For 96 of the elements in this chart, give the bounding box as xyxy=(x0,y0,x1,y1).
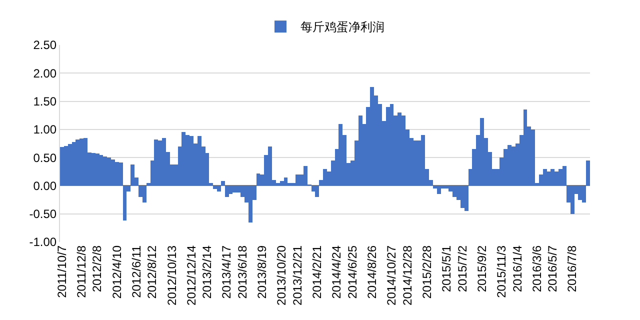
bar xyxy=(60,146,64,186)
bar xyxy=(268,146,272,186)
bar xyxy=(142,186,146,203)
bar xyxy=(103,156,108,186)
bar xyxy=(358,115,362,186)
x-tick-label: 2014/8/26 xyxy=(365,245,380,299)
bar xyxy=(130,164,135,186)
bar xyxy=(413,140,418,186)
bar xyxy=(586,160,590,186)
y-tick-label: 0.00 xyxy=(33,178,57,193)
bar xyxy=(504,149,508,186)
bar xyxy=(114,162,119,186)
bar xyxy=(370,87,374,186)
bar xyxy=(578,186,582,200)
bar xyxy=(531,129,536,186)
bar xyxy=(436,186,441,194)
bar xyxy=(280,181,284,186)
bar xyxy=(276,182,280,186)
x-tick-label: 2014/6/25 xyxy=(345,245,360,299)
x-tick-label: 2012/10/13 xyxy=(164,245,179,306)
bar xyxy=(562,166,566,186)
bar xyxy=(220,181,225,186)
bar xyxy=(158,140,162,186)
bar xyxy=(338,124,343,186)
bar xyxy=(444,186,449,189)
x-tick-label: 2012/8/12 xyxy=(145,245,160,299)
bar xyxy=(464,186,468,212)
bar xyxy=(542,168,547,186)
bar xyxy=(398,112,402,186)
x-tick-label: 2013/6/18 xyxy=(235,245,250,299)
x-tick-label: 2016/7/8 xyxy=(565,245,580,292)
x-tick-label: 2014/12/28 xyxy=(400,245,414,306)
y-tick-label: 1.00 xyxy=(33,122,57,137)
x-tick-label: 2012/6/11 xyxy=(129,245,144,298)
y-tick-label: 2.50 xyxy=(33,38,57,52)
bar xyxy=(511,146,516,186)
bar xyxy=(217,186,221,192)
bar xyxy=(213,186,218,190)
y-tick-label: -1.00 xyxy=(29,235,57,250)
bar xyxy=(323,168,327,186)
y-tick-label: 0.50 xyxy=(33,150,57,165)
bar xyxy=(460,186,464,208)
x-tick-label: 2013/4/17 xyxy=(220,245,234,299)
x-tick-label: 2012/12/14 xyxy=(184,245,198,306)
bar xyxy=(68,144,72,186)
bar xyxy=(582,186,586,203)
bar xyxy=(558,168,563,186)
bar xyxy=(182,132,186,186)
bar xyxy=(296,174,300,186)
bar xyxy=(84,138,88,186)
bar xyxy=(452,186,457,197)
bar xyxy=(386,106,390,186)
x-tick-label: 2015/11/3 xyxy=(494,245,509,298)
x-tick-label: 2013/10/20 xyxy=(274,245,289,306)
y-tick-label: 1.50 xyxy=(33,94,57,108)
bar xyxy=(224,186,229,197)
x-tick-label: 2015/7/2 xyxy=(455,245,470,292)
x-tick-label: 2013/8/19 xyxy=(255,245,270,299)
bar xyxy=(64,146,68,186)
y-tick-label: -0.50 xyxy=(29,207,57,222)
y-tick-label: 2.00 xyxy=(33,66,57,80)
bar xyxy=(186,135,190,186)
x-tick-label: 2016/3/6 xyxy=(530,245,544,292)
bar xyxy=(315,186,320,197)
x-tick-label: 2011/12/8 xyxy=(74,245,88,298)
bar xyxy=(303,166,308,186)
x-tick-label: 2014/2/21 xyxy=(310,245,324,299)
x-tick-label: 2014/4/24 xyxy=(330,245,344,299)
x-tick-label: 2015/2/28 xyxy=(420,245,434,299)
bar xyxy=(76,140,80,186)
bar xyxy=(107,158,112,186)
bar xyxy=(197,136,202,186)
x-tick-label: 2011/10/7 xyxy=(54,245,69,298)
x-tick-label: 2014/10/27 xyxy=(384,245,399,306)
bar xyxy=(421,135,426,186)
x-tick-label: 2015/5/1 xyxy=(440,245,454,292)
bar xyxy=(554,172,559,186)
x-tick-label: 2013/12/21 xyxy=(290,245,304,306)
bar xyxy=(480,118,484,186)
x-tick-label: 2013/2/14 xyxy=(200,245,214,299)
x-tick-label: 2015/9/2 xyxy=(474,245,489,292)
x-tick-label: 2012/4/10 xyxy=(110,245,124,299)
x-tick-label: 2016/5/7 xyxy=(546,245,560,292)
bar xyxy=(550,168,555,186)
bar xyxy=(154,140,158,186)
bar xyxy=(91,153,96,186)
bar xyxy=(162,138,166,186)
bar xyxy=(570,186,574,214)
x-tick-label: 2012/2/8 xyxy=(90,245,104,292)
legend-label: 每斤鸡蛋净利润 xyxy=(300,20,384,34)
bar xyxy=(118,162,123,186)
bar xyxy=(248,186,252,222)
bar xyxy=(80,138,84,186)
bar xyxy=(232,186,237,192)
x-tick-label: 2016/1/4 xyxy=(510,245,524,292)
bar xyxy=(95,154,100,186)
